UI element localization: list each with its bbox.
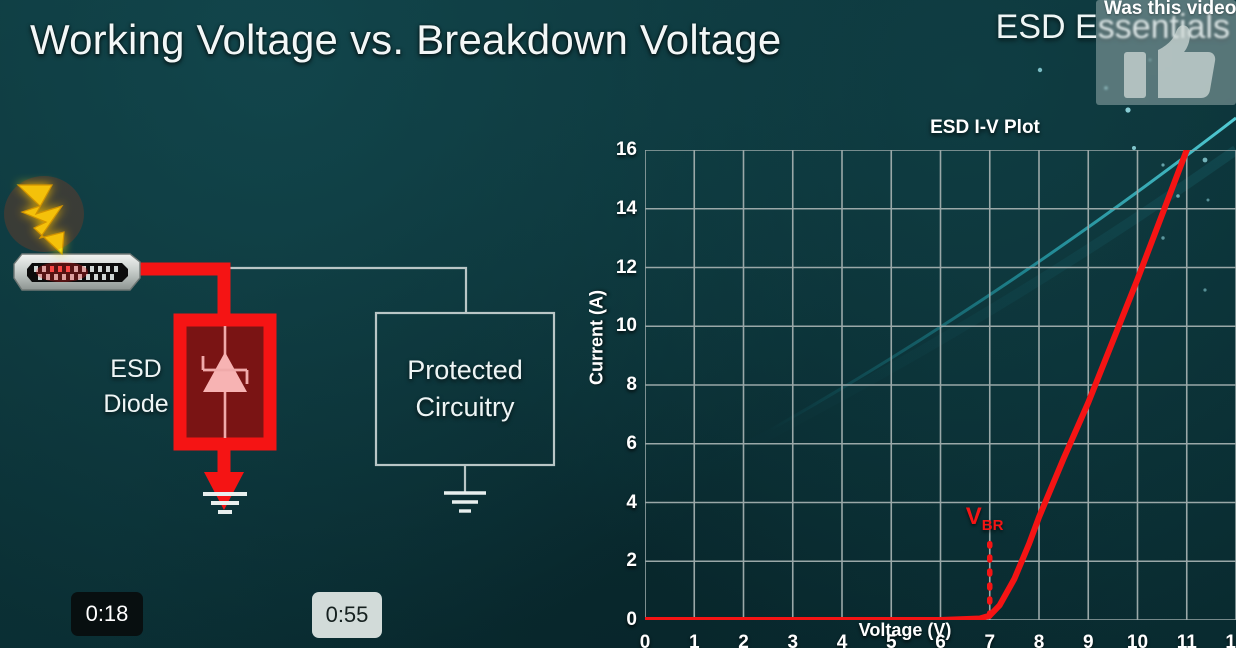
vbr-label-main: V [965,503,982,531]
esd-diode-box [173,313,277,451]
y-tick-6: 6 [626,432,637,454]
x-tick-6: 6 [935,632,946,648]
video-survey-overlay[interactable]: Was this video [1096,0,1236,105]
protected-label-line1: Protected [407,355,523,385]
x-tick-10: 10 [1126,632,1149,648]
x-tick-12: 12 [1225,632,1236,648]
page-title: Working Voltage vs. Breakdown Voltage [30,16,782,63]
y-tick-8: 8 [626,374,637,395]
x-tick-5: 5 [885,632,897,648]
chart-title: ESD I-V Plot [930,117,1040,138]
protected-circuitry-label: Protected Circuitry [382,352,548,427]
ground-symbol-icon [203,492,247,514]
y-tick-16: 16 [615,139,637,160]
x-tick-4: 4 [836,632,848,648]
surge-current-wire [138,262,231,322]
esd-diode-label: ESD Diode [88,352,184,421]
y-tick-4: 4 [626,491,637,513]
y-tick-12: 12 [615,256,637,278]
protected-circuitry-box [374,311,556,492]
y-tick-labels: 0 2 4 6 8 10 12 14 16 [575,112,637,648]
hdmi-connector-icon [13,253,141,291]
plot-area [645,150,1236,620]
x-axis-label: Voltage (V) [858,620,952,640]
vbr-label-subscript: BR [981,516,1004,534]
y-tick-14: 14 [615,197,637,219]
x-tick-7: 7 [984,632,996,648]
lightning-bolt-icon [16,184,65,256]
surge-ground-wire [204,444,244,510]
x-tick-8: 8 [1033,632,1045,648]
breakdown-voltage-label: VBR [966,503,1004,534]
x-tick-3: 3 [787,632,799,648]
protected-label-line2: Circuitry [415,392,515,423]
chart-gridlines [645,150,1236,620]
x-tick-0: 0 [639,632,651,648]
y-tick-0: 0 [626,609,637,630]
x-tick-11: 11 [1176,632,1197,648]
thumbs-up-icon[interactable] [1124,24,1216,104]
x-tick-1: 1 [688,632,700,648]
current-time-chip[interactable]: 0:18 [71,592,143,636]
x-tick-9: 9 [1082,632,1094,648]
esd-diode-label-line1: ESD [110,355,162,383]
circuit-diagram [4,176,556,514]
zener-diode-icon [201,326,249,438]
y-tick-2: 2 [626,550,637,572]
survey-question-text: Was this video [1104,0,1236,19]
total-time-chip[interactable]: 0:55 [312,592,382,638]
esd-diode-label-line2: Diode [103,389,169,418]
x-tick-labels: 0123456789101112 [575,112,1236,648]
y-tick-10: 10 [615,315,637,337]
signal-wire [140,266,468,313]
ground-symbol-icon-protected [444,491,486,513]
x-tick-2: 2 [738,632,749,648]
